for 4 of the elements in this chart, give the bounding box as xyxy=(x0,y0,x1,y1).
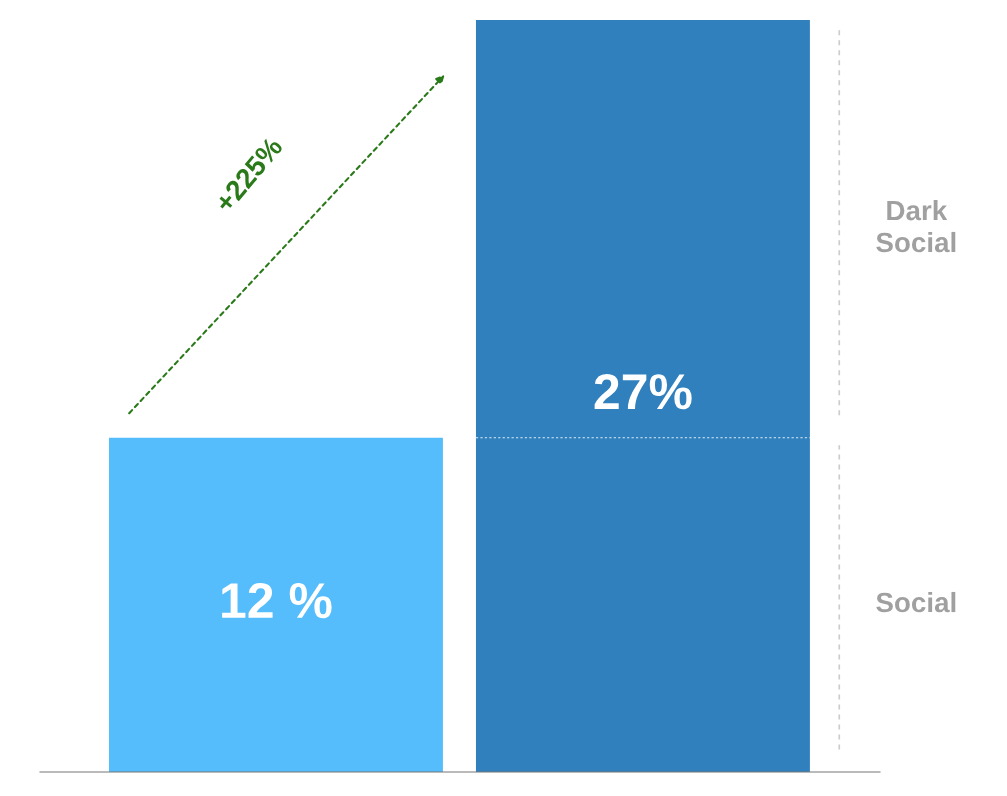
annotation: Dark Social xyxy=(876,199,956,253)
annotation: Social xyxy=(876,591,956,613)
data-label: 27% xyxy=(594,374,692,410)
data-label: 12 % xyxy=(222,582,332,619)
